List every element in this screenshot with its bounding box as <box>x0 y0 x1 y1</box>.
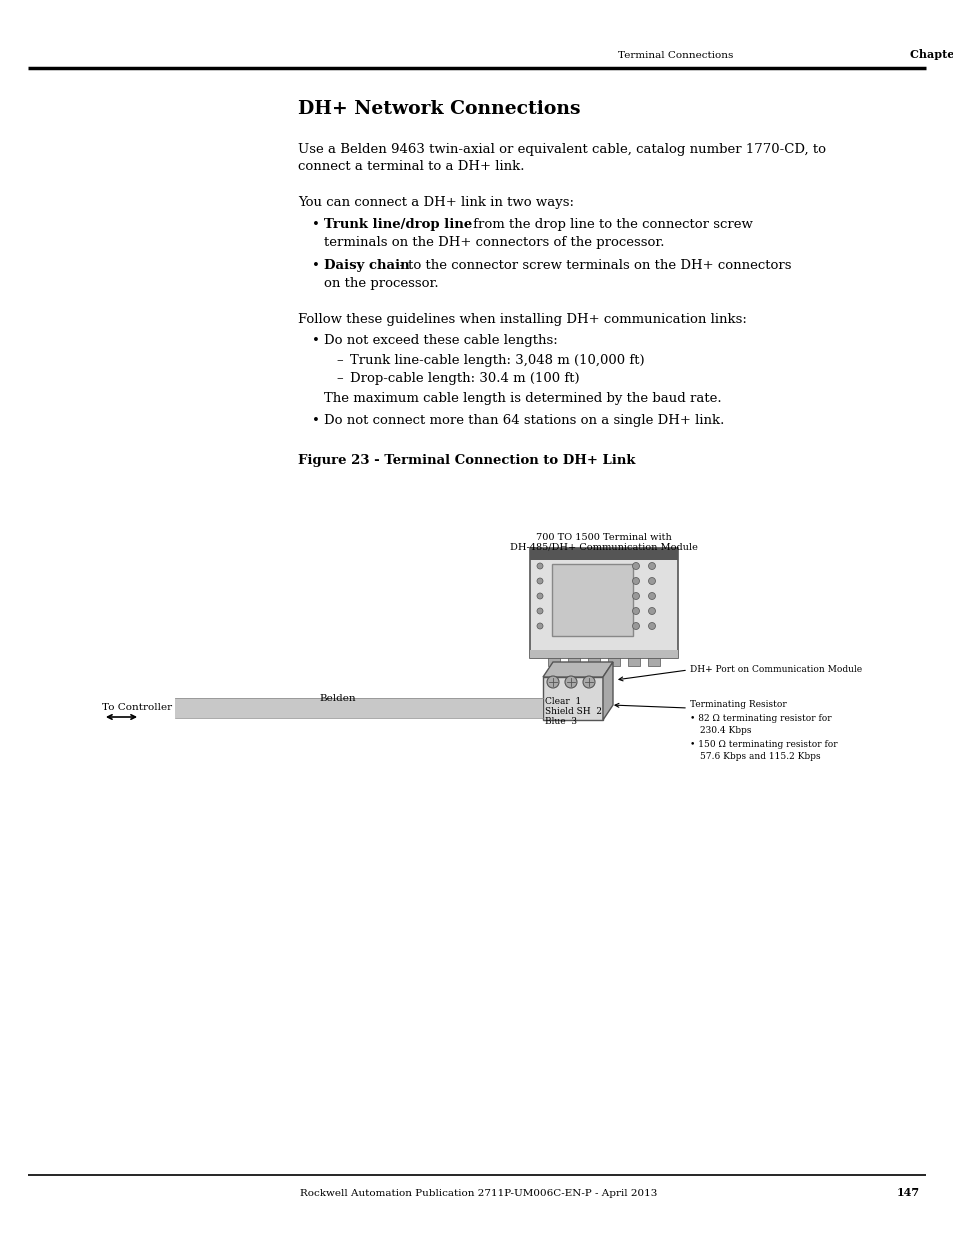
Text: Rockwell Automation Publication 2711P-UM006C-EN-P - April 2013: Rockwell Automation Publication 2711P-UM… <box>299 1188 657 1198</box>
Text: Clear  1: Clear 1 <box>544 697 580 706</box>
Bar <box>552 564 633 636</box>
Text: –: – <box>335 354 342 367</box>
Text: DH-485/DH+ Communication Module: DH-485/DH+ Communication Module <box>510 543 698 552</box>
Circle shape <box>632 593 639 599</box>
Text: To Controller: To Controller <box>102 703 172 711</box>
Polygon shape <box>542 677 602 720</box>
Text: •: • <box>312 259 319 272</box>
Bar <box>587 658 599 666</box>
Circle shape <box>564 676 577 688</box>
Circle shape <box>537 622 542 629</box>
Text: Follow these guidelines when installing DH+ communication links:: Follow these guidelines when installing … <box>297 312 746 326</box>
Circle shape <box>648 593 655 599</box>
Circle shape <box>537 608 542 614</box>
Bar <box>174 698 542 718</box>
Polygon shape <box>542 662 613 677</box>
Text: DH+ Port on Communication Module: DH+ Port on Communication Module <box>689 666 862 674</box>
Text: Figure 23 - Terminal Connection to DH+ Link: Figure 23 - Terminal Connection to DH+ L… <box>297 454 635 467</box>
Text: Terminating Resistor: Terminating Resistor <box>689 700 786 709</box>
Text: DH+ Network Connections: DH+ Network Connections <box>297 100 579 119</box>
Text: Trunk line-cable length: 3,048 m (10,000 ft): Trunk line-cable length: 3,048 m (10,000… <box>350 354 644 367</box>
Text: connect a terminal to a DH+ link.: connect a terminal to a DH+ link. <box>297 161 524 173</box>
Bar <box>530 650 678 658</box>
Bar <box>547 658 559 666</box>
Text: •: • <box>312 219 319 231</box>
Text: • 82 Ω terminating resistor for: • 82 Ω terminating resistor for <box>689 714 831 722</box>
Text: Daisy chain: Daisy chain <box>324 259 409 272</box>
Circle shape <box>648 622 655 630</box>
Circle shape <box>537 563 542 569</box>
Bar <box>647 658 659 666</box>
Text: terminals on the DH+ connectors of the processor.: terminals on the DH+ connectors of the p… <box>324 236 664 249</box>
Circle shape <box>648 562 655 569</box>
Text: Blue  3: Blue 3 <box>544 718 577 726</box>
Circle shape <box>632 578 639 584</box>
Text: Chapter 6: Chapter 6 <box>909 49 953 61</box>
Text: 147: 147 <box>896 1188 919 1198</box>
Circle shape <box>632 622 639 630</box>
Text: • 150 Ω terminating resistor for: • 150 Ω terminating resistor for <box>689 740 837 748</box>
Circle shape <box>632 562 639 569</box>
Bar <box>530 548 678 559</box>
Text: –: – <box>335 372 342 385</box>
Text: - to the connector screw terminals on the DH+ connectors: - to the connector screw terminals on th… <box>395 259 791 272</box>
Circle shape <box>648 578 655 584</box>
Circle shape <box>632 608 639 615</box>
Circle shape <box>537 578 542 584</box>
Bar <box>530 548 678 658</box>
Text: You can connect a DH+ link in two ways:: You can connect a DH+ link in two ways: <box>297 196 574 209</box>
Circle shape <box>546 676 558 688</box>
Circle shape <box>537 593 542 599</box>
Text: Belden: Belden <box>318 694 355 703</box>
Text: Use a Belden 9463 twin-axial or equivalent cable, catalog number 1770-CD, to: Use a Belden 9463 twin-axial or equivale… <box>297 143 825 156</box>
Text: 700 TO 1500 Terminal with: 700 TO 1500 Terminal with <box>536 534 671 542</box>
Polygon shape <box>602 662 613 720</box>
Text: •: • <box>312 333 319 347</box>
Text: 57.6 Kbps and 115.2 Kbps: 57.6 Kbps and 115.2 Kbps <box>700 752 820 761</box>
Text: Do not connect more than 64 stations on a single DH+ link.: Do not connect more than 64 stations on … <box>324 414 723 427</box>
Text: •: • <box>312 414 319 427</box>
Text: on the processor.: on the processor. <box>324 277 438 290</box>
Text: Terminal Connections: Terminal Connections <box>618 51 733 59</box>
Bar <box>627 658 639 666</box>
Text: Drop-cable length: 30.4 m (100 ft): Drop-cable length: 30.4 m (100 ft) <box>350 372 579 385</box>
Circle shape <box>582 676 595 688</box>
Bar <box>607 658 619 666</box>
Text: Do not exceed these cable lengths:: Do not exceed these cable lengths: <box>324 333 558 347</box>
Text: - from the drop line to the connector screw: - from the drop line to the connector sc… <box>459 219 752 231</box>
Text: Trunk line/drop line: Trunk line/drop line <box>324 219 472 231</box>
Text: The maximum cable length is determined by the baud rate.: The maximum cable length is determined b… <box>324 391 720 405</box>
Text: Shield SH  2: Shield SH 2 <box>544 706 601 716</box>
Circle shape <box>648 608 655 615</box>
Bar <box>567 658 579 666</box>
Text: 230.4 Kbps: 230.4 Kbps <box>700 726 751 735</box>
